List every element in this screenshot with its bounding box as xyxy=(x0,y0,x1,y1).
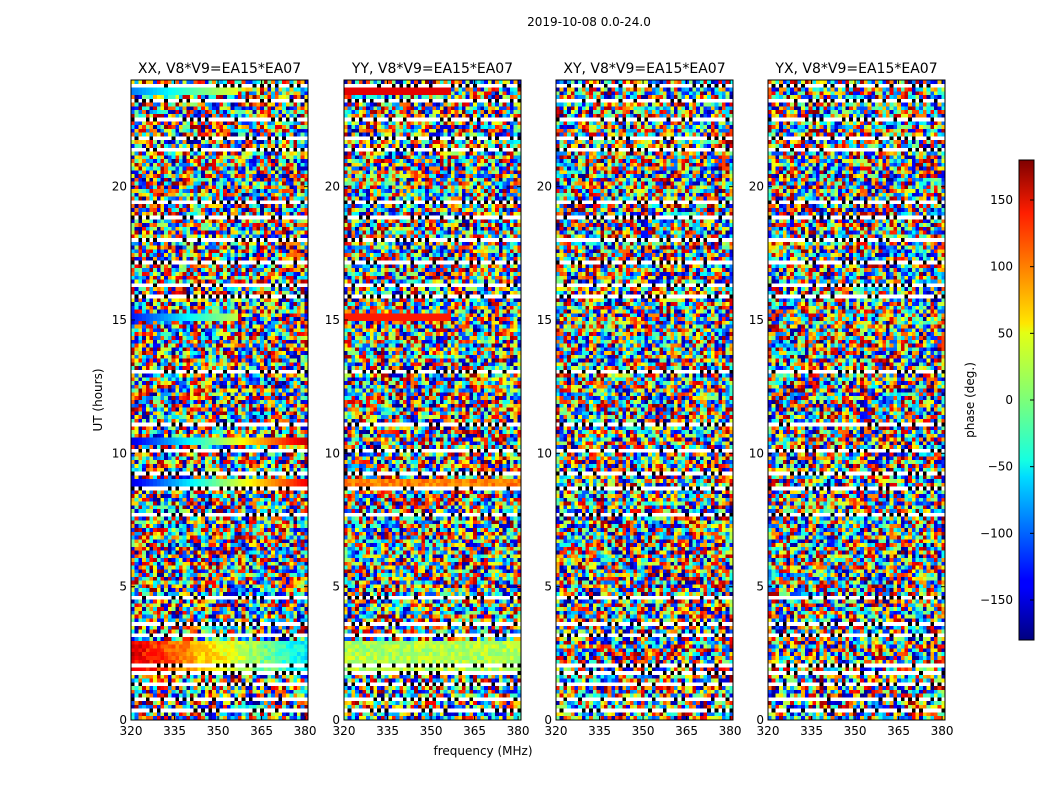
y-tick-label: 20 xyxy=(325,180,340,194)
y-tick-label: 5 xyxy=(119,580,127,594)
x-tick-label: 350 xyxy=(420,724,443,738)
x-tick-label: 350 xyxy=(632,724,655,738)
y-tick-label: 20 xyxy=(749,180,764,194)
colorbar-ticks: 150 100 50 0 −50 −100 −150 xyxy=(980,193,1034,607)
y-tick-label: 15 xyxy=(749,313,764,327)
x-tick-label: 365 xyxy=(887,724,910,738)
y-tick-label: 0 xyxy=(756,713,764,727)
colorbar: 150 100 50 0 −50 −100 −150 phase (deg.) xyxy=(963,159,1035,641)
x-tick-label: 380 xyxy=(507,724,530,738)
colorbar-tick-label: −100 xyxy=(980,526,1013,540)
colorbar-tick-label: −150 xyxy=(980,593,1013,607)
colorbar-tick-label: −50 xyxy=(988,460,1013,474)
y-axis-label: UT (hours) xyxy=(91,368,105,431)
colorbar-tick-label: 100 xyxy=(990,260,1013,274)
x-tick-label: 350 xyxy=(844,724,867,738)
heatmap-image xyxy=(556,80,733,720)
x-tick-label: 335 xyxy=(376,724,399,738)
x-axis-label: frequency (MHz) xyxy=(433,744,532,758)
y-tick-label: 5 xyxy=(756,580,764,594)
panel-title: XY, V8*V9=EA15*EA07 xyxy=(563,61,725,77)
heatmap-image xyxy=(131,80,308,720)
x-tick-label: 380 xyxy=(931,724,954,738)
x-tick-label: 320 xyxy=(757,724,780,738)
panel-1: XX, V8*V9=EA15*EA07 320 335 350 365 380 0 5 10 15… xyxy=(112,61,317,738)
x-tick-label: 380 xyxy=(294,724,317,738)
x-tick-label: 365 xyxy=(250,724,273,738)
panel-2: YY, V8*V9=EA15*EA07 320 335 350 365 380 0 5 10 15… xyxy=(325,61,530,738)
y-tick-label: 5 xyxy=(544,580,552,594)
y-tick-label: 0 xyxy=(119,713,127,727)
y-tick-label: 10 xyxy=(537,446,552,460)
colorbar-tick-label: 50 xyxy=(998,326,1013,340)
x-tick-label: 335 xyxy=(588,724,611,738)
colorbar-label: phase (deg.) xyxy=(963,362,977,438)
panel-frame xyxy=(555,79,734,721)
panel-frame xyxy=(767,79,946,721)
x-tick-label: 365 xyxy=(675,724,698,738)
y-tick-label: 0 xyxy=(544,713,552,727)
panel-frame xyxy=(130,79,309,721)
subplot-panels: XX, V8*V9=EA15*EA07 320 335 350 365 380 0 5 10 15… xyxy=(112,61,954,738)
panel-frame xyxy=(343,79,522,721)
panel-3: XY, V8*V9=EA15*EA07 320 335 350 365 380 0 5 10 15… xyxy=(537,61,742,738)
colorbar-tick-label: 150 xyxy=(990,193,1013,207)
colorbar-tick-label: 0 xyxy=(1005,393,1013,407)
y-tick-label: 10 xyxy=(325,446,340,460)
x-tick-label: 320 xyxy=(545,724,568,738)
figure-suptitle: 2019-10-08 0.0-24.0 xyxy=(527,15,651,29)
panel-4: YX, V8*V9=EA15*EA07 320 335 350 365 380 0 5 10 15… xyxy=(749,61,954,738)
y-tick-label: 10 xyxy=(112,446,127,460)
y-tick-label: 15 xyxy=(325,313,340,327)
y-tick-label: 10 xyxy=(749,446,764,460)
y-tick-label: 5 xyxy=(332,580,340,594)
heatmap-image xyxy=(344,80,521,720)
y-tick-label: 20 xyxy=(112,180,127,194)
panel-title: XX, V8*V9=EA15*EA07 xyxy=(138,61,301,77)
panel-title: YY, V8*V9=EA15*EA07 xyxy=(351,61,513,77)
y-tick-label: 0 xyxy=(332,713,340,727)
x-tick-label: 335 xyxy=(800,724,823,738)
y-tick-label: 15 xyxy=(537,313,552,327)
panel-title: YX, V8*V9=EA15*EA07 xyxy=(774,61,937,77)
y-tick-label: 20 xyxy=(537,180,552,194)
x-tick-label: 380 xyxy=(719,724,742,738)
heatmap-image xyxy=(768,80,945,720)
x-tick-label: 335 xyxy=(163,724,186,738)
x-tick-label: 350 xyxy=(207,724,230,738)
x-tick-label: 365 xyxy=(463,724,486,738)
x-tick-label: 320 xyxy=(333,724,356,738)
x-tick-label: 320 xyxy=(120,724,143,738)
y-tick-label: 15 xyxy=(112,313,127,327)
